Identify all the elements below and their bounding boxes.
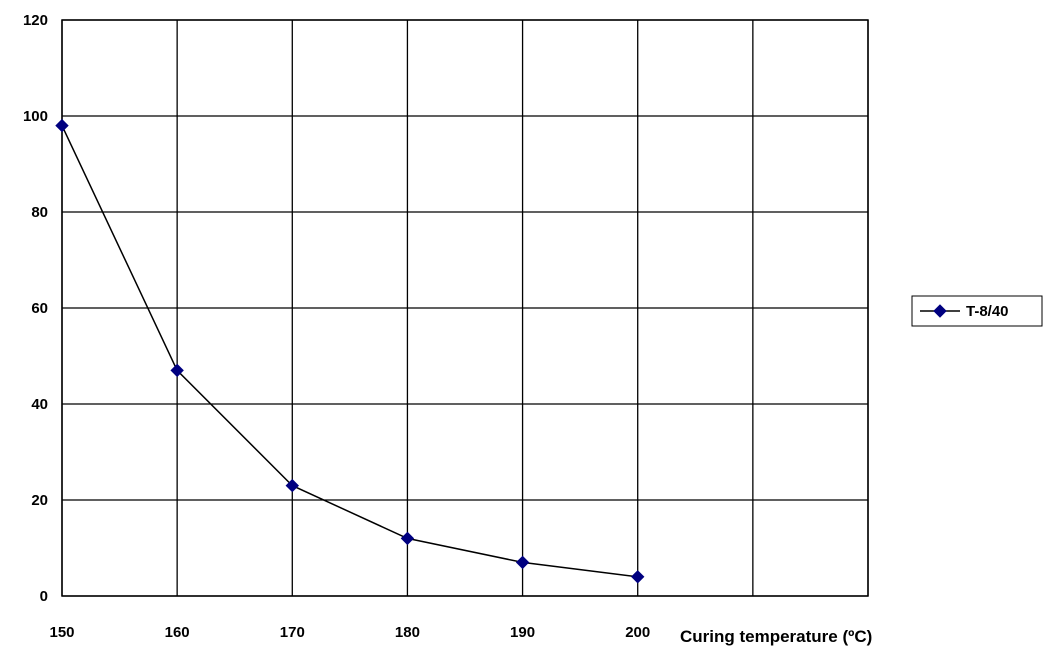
legend-label: T-8/40 [966, 303, 1009, 320]
y-tick-label: 120 [23, 12, 48, 29]
legend-marker-diamond-icon [933, 304, 947, 318]
data-point-marker [285, 478, 299, 493]
y-tick-label: 100 [23, 108, 48, 125]
series-layer [55, 118, 645, 584]
x-axis-title: Curing temperature (ºC) [680, 627, 872, 646]
data-point-marker [400, 531, 415, 546]
plot-area-frame [61, 19, 869, 597]
data-point-marker [55, 118, 69, 133]
data-point-marker [631, 570, 645, 584]
y-tick-label: 60 [31, 300, 48, 317]
y-tick-label: 0 [40, 588, 48, 605]
x-tick-label: 190 [510, 624, 535, 641]
y-tick-label: 20 [31, 492, 48, 509]
data-point-marker [170, 363, 184, 378]
legend: T-8/40 [911, 295, 1043, 327]
x-tick-label: 160 [165, 624, 190, 641]
data-point-marker [515, 555, 530, 570]
x-tick-label: 170 [280, 624, 305, 641]
y-axis-tick-labels: 0 20 40 60 80 100 120 [23, 12, 48, 605]
x-tick-label: 150 [49, 624, 74, 641]
x-tick-label: 180 [395, 624, 420, 641]
x-tick-label: 200 [625, 624, 650, 641]
series-line [61, 125, 638, 578]
grid [61, 19, 869, 597]
x-axis-tick-labels: 150 160 170 180 190 200 [49, 624, 650, 641]
y-tick-label: 80 [31, 204, 48, 221]
y-tick-label: 40 [31, 396, 48, 413]
